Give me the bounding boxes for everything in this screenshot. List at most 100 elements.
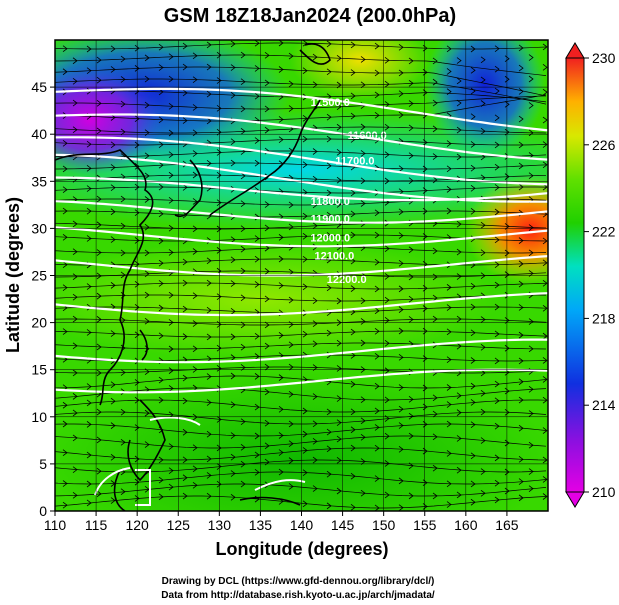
flow-arrow (278, 136, 284, 143)
flow-arrow (168, 483, 174, 491)
flow-arrow (504, 75, 510, 83)
flow-arrow (302, 135, 308, 143)
flow-arrow (398, 477, 404, 485)
flow-arrow (456, 409, 462, 416)
flow-arrow (480, 76, 486, 84)
flow-arrow (350, 136, 356, 143)
coastlines (55, 43, 331, 511)
credit-line-2: Data from http://database.rish.kyoto-u.a… (161, 590, 435, 601)
flow-arrow (446, 501, 452, 508)
flow-arrow (312, 81, 318, 88)
flow-arrow (120, 369, 126, 376)
flow-arrow (158, 280, 164, 287)
flow-arrow (302, 255, 308, 263)
flow-arrow (240, 127, 246, 135)
flow-arrow (120, 100, 126, 108)
flow-arrow (398, 232, 404, 239)
flow-arrow (110, 330, 116, 337)
flow-arrow (96, 195, 102, 203)
streamline (55, 246, 547, 254)
flow-arrow (542, 237, 548, 245)
flow-arrow (470, 184, 476, 192)
flow-arrow (254, 255, 260, 263)
flow-arrow (62, 233, 68, 241)
flow-arrow (384, 177, 390, 185)
flow-arrow (470, 329, 476, 337)
flow-arrow (240, 105, 246, 113)
streamline (55, 435, 547, 449)
philippines-coast (127, 399, 166, 482)
flow-arrow (254, 451, 260, 459)
japan-coast (209, 99, 321, 216)
flow-arrow (254, 40, 260, 47)
streamline (55, 495, 547, 509)
flow-arrow (72, 409, 78, 417)
flow-arrow (384, 123, 390, 131)
flow-arrow (542, 376, 548, 383)
flow-arrow (422, 187, 428, 194)
flow-arrow (182, 279, 188, 287)
flow-arrow (110, 497, 116, 504)
flow-arrow (206, 63, 212, 71)
flow-arrow (158, 476, 164, 484)
flow-arrow (120, 222, 126, 230)
flow-arrow (446, 207, 452, 215)
flow-arrow (422, 44, 428, 52)
flow-arrow (62, 207, 68, 215)
flow-arrow (96, 272, 102, 280)
flow-arrow (494, 496, 500, 504)
flow-arrow (96, 467, 102, 475)
flow-arrow (240, 321, 246, 329)
flow-arrow (494, 87, 500, 95)
flow-arrow (158, 141, 164, 149)
flow-arrow (144, 409, 150, 417)
y-tick-label: 35 (31, 173, 47, 189)
flow-arrow (312, 393, 318, 400)
flow-arrow (432, 294, 438, 302)
streamline (55, 42, 547, 50)
flow-arrow (96, 343, 102, 351)
flow-arrow (86, 45, 92, 53)
streamline (55, 126, 547, 134)
flow-arrow (446, 68, 452, 75)
flow-arrow (110, 164, 116, 171)
flow-arrow (206, 160, 212, 167)
flow-arrow (86, 451, 92, 459)
flow-arrow (206, 492, 212, 500)
flow-arrow (518, 183, 524, 191)
flow-arrow (264, 224, 270, 232)
colorbar-bottom-arrow (565, 491, 585, 508)
flow-arrow (230, 453, 236, 461)
flow-arrow (326, 445, 332, 453)
flow-arrow (86, 421, 92, 428)
flow-arrow (350, 408, 356, 416)
flow-arrow (302, 500, 308, 508)
flow-arrow (432, 492, 438, 500)
flow-arrow (254, 469, 260, 476)
border-4 (254, 479, 306, 491)
flow-arrow (278, 374, 284, 381)
flow-arrow (182, 258, 188, 266)
flow-arrow (398, 165, 404, 173)
border-3 (135, 469, 151, 506)
flow-arrow (144, 54, 150, 62)
flow-arrow (422, 503, 428, 510)
flow-arrow (360, 433, 366, 441)
flow-arrow (480, 468, 486, 475)
flow-arrow (134, 237, 140, 244)
flow-arrow (62, 45, 68, 53)
flow-arrow (158, 376, 164, 384)
flow-arrow (230, 256, 236, 264)
flow-arrow (72, 99, 78, 107)
colorbar-tick-label: 214 (592, 397, 616, 413)
flow-arrow (62, 139, 68, 147)
flow-arrow (480, 489, 486, 497)
flow-arrow (326, 211, 332, 219)
flow-arrow (336, 457, 342, 464)
flow-arrow (110, 141, 116, 149)
flow-arrow (134, 115, 140, 123)
flow-arrow (528, 345, 534, 353)
flow-arrow (518, 456, 524, 463)
flow-arrow (336, 435, 342, 443)
flow-arrow (384, 339, 390, 347)
